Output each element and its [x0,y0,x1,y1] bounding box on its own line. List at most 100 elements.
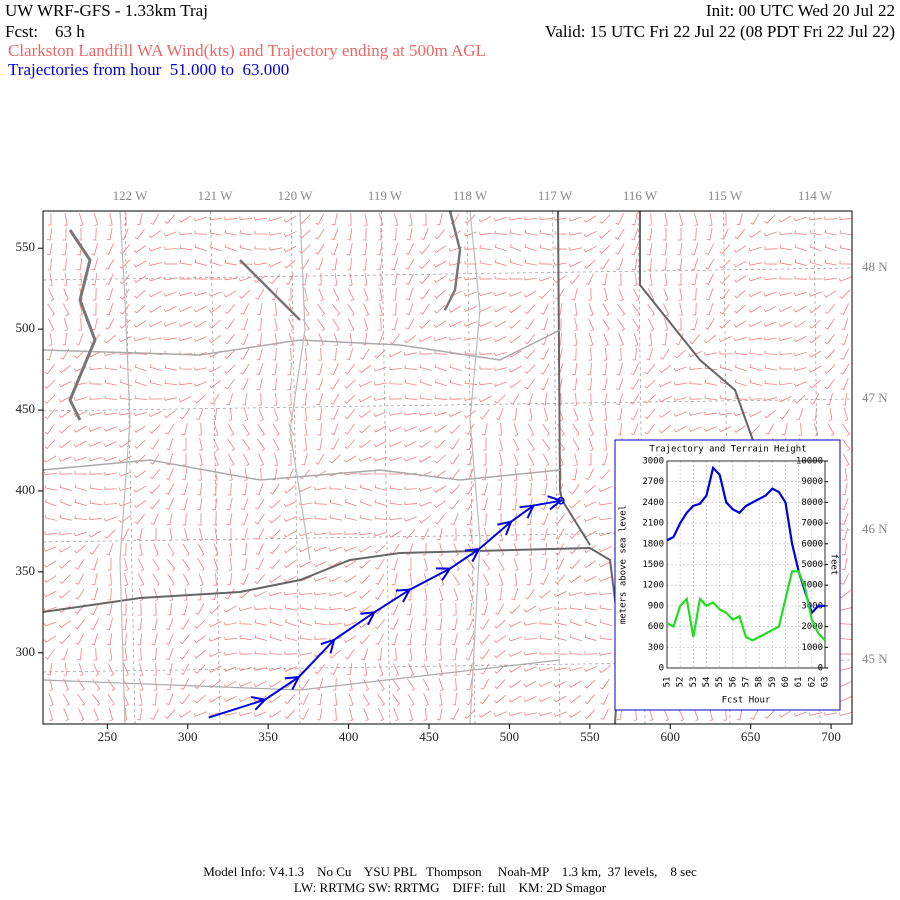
x-tick-label: 300 [178,729,198,744]
y-tick-label: 500 [16,320,36,335]
y-tick-label: 450 [16,401,36,416]
longitude-label: 119 W [368,188,403,203]
y-tick-label: 2100 [642,519,664,529]
trajectory-arrow [360,611,377,626]
boundary [239,259,301,321]
y-tick-label: 550 [16,239,36,254]
x-tick-label: 350 [258,729,278,744]
boundary [68,229,97,421]
y2-tick-label: 9000 [801,477,823,487]
inset-title: Trajectory and Terrain Height [649,445,806,455]
subtitle: Clarkston Landfill WA Wind(kts) and Traj… [8,41,486,60]
x-tick-label: 63 [821,677,831,688]
y-tick-label: 1200 [642,581,664,591]
y2-axis-label: feet [829,554,839,576]
y-tick-label: 1500 [642,560,664,570]
valid-time: Valid: 15 UTC Fri 22 Jul 22 (08 PDT Fri … [545,22,895,41]
trajectory-arrow [251,696,267,711]
trajectory-arrow [547,495,563,511]
longitude-label: 115 W [708,188,743,203]
height-line [666,570,826,642]
y2-tick-label: 5000 [801,560,823,570]
x-tick-label: 450 [419,729,439,744]
x-tick-label: 700 [821,729,841,744]
x-tick-label: 51 [663,677,673,688]
y-tick-label: 2400 [642,498,664,508]
x-tick-label: 60 [781,677,791,688]
y2-tick-label: 7000 [801,519,823,529]
trajectory-arrow [395,588,412,603]
x-axis-label: Fcst Hour [722,696,771,706]
boundary [289,210,311,561]
y-tick-label: 400 [16,482,36,497]
boundary [42,329,561,361]
x-tick-label: 600 [661,729,681,744]
y2-tick-label: 1000 [801,643,823,653]
x-tick-label: 53 [689,677,699,688]
parallel [42,398,853,412]
x-tick-label: 400 [339,729,359,744]
init-time: Init: 00 UTC Wed 20 Jul 22 [706,1,895,20]
boundary [557,210,591,546]
parallel [42,267,853,281]
y-tick-label: 2700 [642,477,664,487]
trajectory-arrow [497,520,513,536]
x-tick-label: 250 [98,729,118,744]
longitude-label: 120 W [278,188,314,203]
y-tick-label: 900 [648,601,664,611]
meridian [381,210,391,725]
x-tick-label: 55 [715,677,725,688]
x-tick-label: 61 [794,677,804,688]
x-tick-label: 58 [755,677,765,688]
inset-frame [614,439,841,711]
trajectory-arrow [464,548,481,563]
x-tick-label: 62 [807,677,817,688]
boundary [469,210,481,725]
y-tick-label: 600 [648,622,664,632]
meridian [552,210,561,725]
trajectory-end [557,496,565,505]
x-tick-label: 57 [742,677,752,688]
meridian [210,210,221,725]
trajectory-note: Trajectories from hour 51.000 to 63.000 [8,60,289,79]
x-tick-label: 59 [768,677,778,688]
trajectory-arrow [519,504,536,519]
x-tick-label: 500 [500,729,520,744]
y-tick-label: 1800 [642,539,664,549]
model-info: Model Info: V4.1.3 No Cu YSU PBL Thompso… [203,864,697,879]
trajectory-arrow [320,638,336,654]
x-tick-label: 54 [702,677,712,688]
y2-tick-label: 3000 [801,601,823,611]
latitude-label: 46 N [862,521,888,536]
map-frame [42,210,853,725]
y-tick-label: 350 [16,563,36,578]
y-tick-label: 300 [648,643,664,653]
x-tick-label: 56 [728,677,738,688]
y-axis-label: meters above sea level [619,505,629,624]
y2-tick-label: 6000 [801,539,823,549]
boundary [119,210,131,725]
x-tick-label: 52 [676,677,686,688]
y-tick-label: 0 [659,664,664,674]
longitude-label: 117 W [538,188,573,203]
longitude-label: 118 W [453,188,488,203]
model-info: LW: RRTMG SW: RRTMG DIFF: full KM: 2D Sm… [294,880,607,895]
wind-barbs [43,212,853,722]
boundary [443,210,462,311]
y-tick-label: 300 [16,644,36,659]
longitude-label: 116 W [623,188,658,203]
meridian [466,210,476,725]
meridian [124,210,136,725]
latitude-label: 45 N [862,651,888,666]
longitude-label: 121 W [198,188,234,203]
trajectory-arrow [284,675,301,690]
title: UW WRF-GFS - 1.33km Traj [5,1,208,20]
meridian [290,210,301,725]
y-tick-label: 3000 [642,457,664,467]
boundary [42,659,561,691]
longitude-label: 114 W [798,188,833,203]
y2-tick-label: 8000 [801,498,823,508]
boundary [42,547,591,613]
latitude-label: 48 N [862,259,888,274]
latitude-label: 47 N [862,390,888,405]
